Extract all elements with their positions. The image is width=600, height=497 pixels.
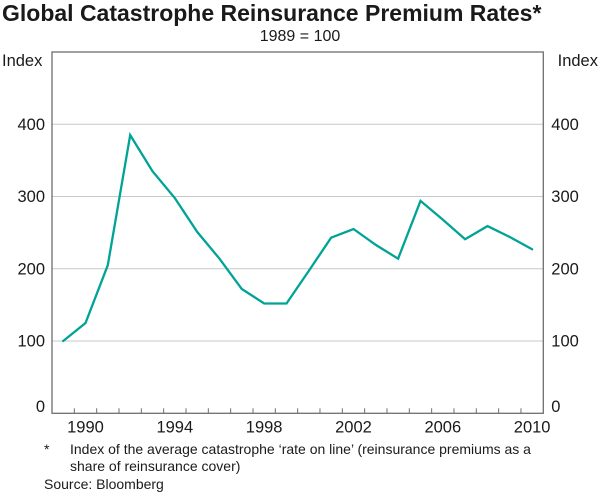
footnote-text: Index of the average catastrophe ‘rate o… bbox=[70, 441, 584, 475]
plot-box bbox=[51, 51, 544, 414]
chart-canvas: 0 0 100 100 200 200 300 300 400 400 1990 1994 1998 20… bbox=[17, 51, 579, 436]
y-tick-label-right: 400 bbox=[551, 116, 579, 134]
footnote-line-2: share of reinsurance cover) bbox=[70, 458, 241, 474]
y-tick-label-left: 300 bbox=[17, 188, 45, 206]
y-tick-label-right: 300 bbox=[551, 188, 579, 206]
y-tick-label-right: 100 bbox=[551, 333, 579, 351]
y-tick-label-left: 400 bbox=[17, 116, 45, 134]
x-tick-label: 2006 bbox=[424, 418, 461, 436]
footnote-marker: * bbox=[44, 441, 50, 457]
y-tick-label-right: 0 bbox=[551, 398, 560, 416]
y-axis-label-left: Index bbox=[2, 52, 43, 70]
x-tick-label: 1990 bbox=[67, 418, 104, 436]
source-line: Source: Bloomberg bbox=[44, 476, 164, 492]
y-tick-label-left: 100 bbox=[17, 333, 45, 351]
x-tick-label: 2010 bbox=[514, 418, 551, 436]
chart-title: Global Catastrophe Reinsurance Premium R… bbox=[2, 0, 542, 26]
chart-subtitle: 1989 = 100 bbox=[259, 28, 341, 45]
x-tick-label: 1998 bbox=[246, 418, 283, 436]
footnote: * Index of the average catastrophe ‘rate… bbox=[44, 441, 584, 475]
y-tick-label-left: 200 bbox=[17, 260, 45, 278]
y-axis-label-right: Index bbox=[557, 52, 598, 70]
footnote-line-1: Index of the average catastrophe ‘rate o… bbox=[70, 441, 531, 457]
y-tick-label-left: 0 bbox=[36, 398, 45, 416]
y-tick-label-right: 200 bbox=[551, 260, 579, 278]
x-tick-label: 1994 bbox=[156, 418, 193, 436]
x-tick-label: 2002 bbox=[335, 418, 372, 436]
premium-rate-line bbox=[62, 131, 534, 343]
